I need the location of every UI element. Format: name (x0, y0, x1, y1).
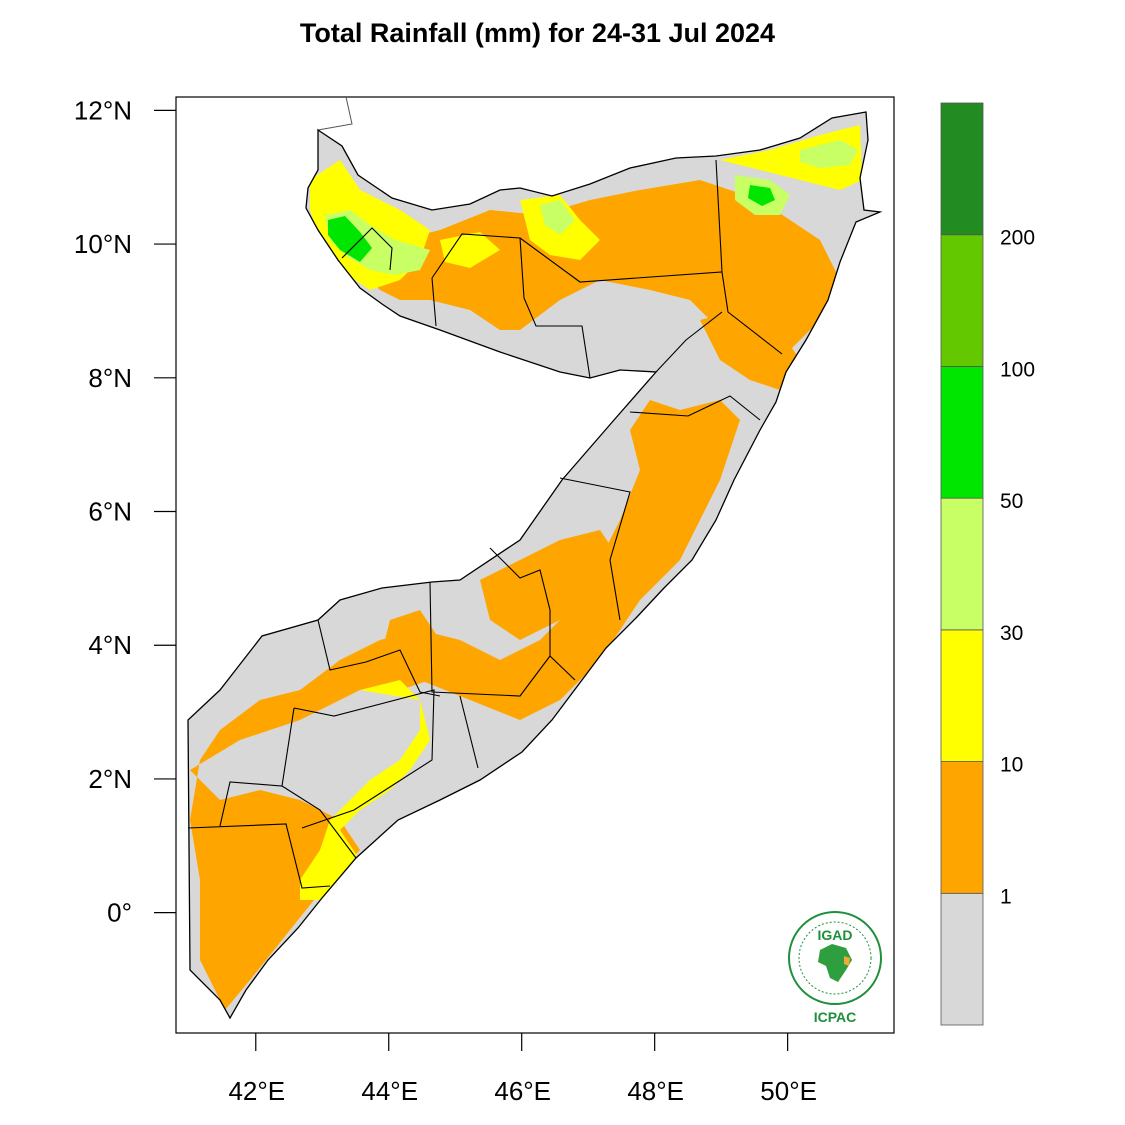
map-frame (175, 96, 895, 1034)
rain-class-1-10 (190, 180, 840, 1010)
logo-inner-ring (798, 921, 872, 995)
colorbar-label: 1 (1000, 885, 1012, 908)
colorbar-swatch (940, 102, 984, 236)
y-tick-label: 10°N (74, 229, 132, 259)
africa-map-icon (818, 944, 852, 982)
colorbar-swatch (940, 629, 984, 762)
y-axis: 12°N 10°N 8°N 6°N 4°N 2°N 0° (74, 95, 176, 928)
y-tick-label: 12°N (74, 95, 132, 125)
y-tick-label: 4°N (88, 630, 132, 660)
igad-icpac-logo: IGAD ICPAC (788, 911, 882, 1025)
y-tick-label: 0° (107, 898, 132, 928)
x-tick-label: 50°E (760, 1076, 817, 1106)
y-tick-label: 2°N (88, 764, 132, 794)
colorbar-label: 30 (1000, 622, 1023, 645)
rainfall-field (188, 112, 880, 1018)
admin-boundaries (187, 159, 783, 889)
colorbar-label: 100 (1000, 358, 1035, 381)
colorbar-swatch (940, 234, 984, 367)
y-tick-label: 8°N (88, 363, 132, 393)
colorbar-swatch (940, 761, 984, 894)
x-axis: 42°E 44°E 46°E 48°E 50°E (228, 1033, 817, 1106)
rain-class-50-100 (328, 185, 775, 262)
colorbar-swatch (940, 892, 984, 1026)
x-tick-label: 48°E (627, 1076, 684, 1106)
x-tick-label: 42°E (228, 1076, 285, 1106)
logo-bottom-text: ICPAC (814, 1009, 857, 1025)
colorbar-label: 10 (1000, 754, 1023, 777)
colorbar-label: 50 (1000, 490, 1023, 513)
colorbar-swatch (940, 497, 984, 631)
igad-region-icon (844, 956, 850, 966)
colorbar: 1 10 30 50 100 200 (940, 102, 1035, 1026)
x-tick-label: 44°E (361, 1076, 418, 1106)
logo-top-text: IGAD (818, 927, 853, 943)
x-tick-label: 46°E (494, 1076, 551, 1106)
map-title: Total Rainfall (mm) for 24-31 Jul 2024 (299, 18, 776, 48)
neighbor-border (317, 96, 353, 131)
y-tick-label: 6°N (88, 497, 132, 527)
colorbar-label: 200 (1000, 227, 1035, 250)
colorbar-swatch (940, 366, 984, 499)
